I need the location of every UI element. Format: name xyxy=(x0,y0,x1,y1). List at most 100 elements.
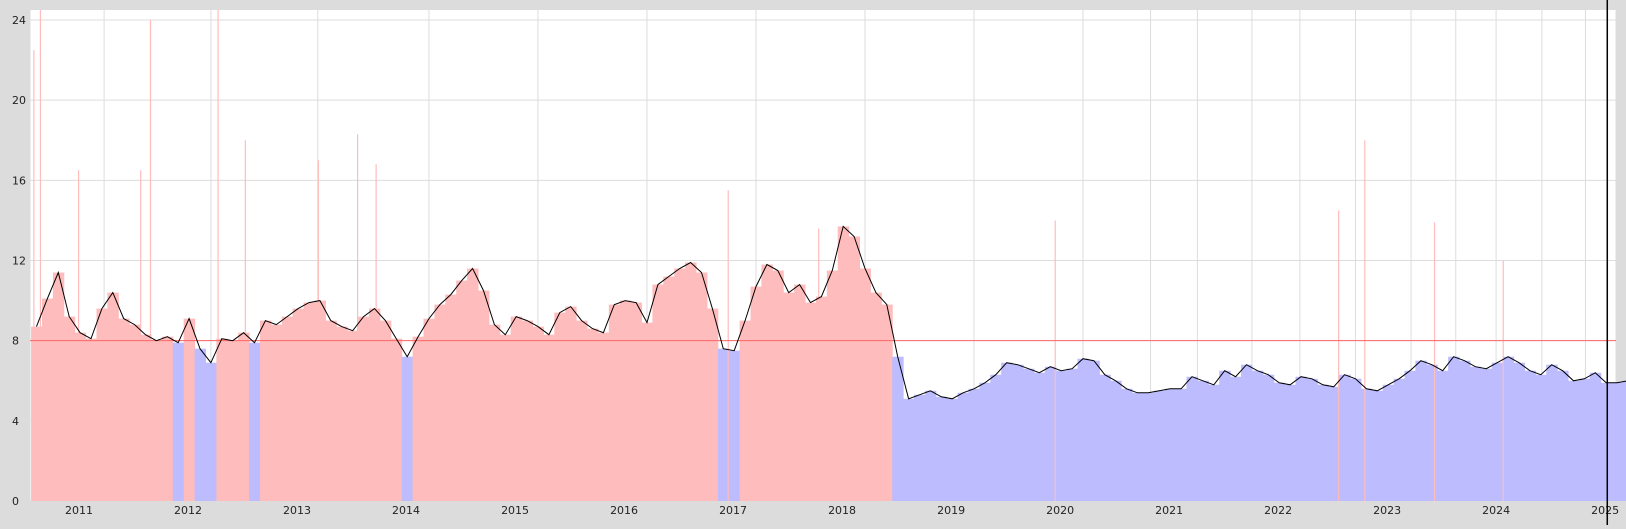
bar xyxy=(1459,361,1470,501)
bar xyxy=(456,281,467,501)
bar xyxy=(1034,373,1045,501)
bar xyxy=(140,335,151,501)
bar xyxy=(336,327,347,501)
bar xyxy=(314,301,325,501)
bar xyxy=(151,341,162,501)
bar xyxy=(1078,359,1089,501)
bar xyxy=(424,319,435,501)
spike-bar xyxy=(33,50,34,501)
bar xyxy=(1208,385,1219,501)
bar xyxy=(1535,375,1546,501)
bar xyxy=(500,335,511,501)
bar xyxy=(718,349,729,501)
bar xyxy=(1492,363,1503,501)
bar xyxy=(576,321,587,501)
bar xyxy=(64,317,75,501)
bar xyxy=(445,295,456,501)
bar xyxy=(1524,371,1535,501)
bar xyxy=(838,226,849,501)
bar xyxy=(293,309,304,501)
bar xyxy=(620,301,631,501)
bar xyxy=(1415,361,1426,501)
bar xyxy=(903,399,914,501)
bar xyxy=(642,323,653,501)
bar xyxy=(772,271,783,501)
bar xyxy=(707,309,718,501)
bar xyxy=(238,333,249,501)
bar xyxy=(533,327,544,501)
bar xyxy=(1557,371,1568,501)
bar xyxy=(1012,365,1023,501)
bar xyxy=(652,285,663,501)
bar xyxy=(1143,393,1154,501)
bar xyxy=(522,321,533,501)
bar xyxy=(936,397,947,501)
spike-bar xyxy=(245,140,246,501)
bar xyxy=(358,317,369,501)
bar xyxy=(489,325,500,501)
bar xyxy=(1405,371,1416,501)
bar xyxy=(990,375,1001,501)
bar xyxy=(434,305,445,501)
bar xyxy=(947,399,958,501)
bar xyxy=(881,305,892,501)
y-tick-label: 12 xyxy=(12,255,26,268)
x-tick-label: 2015 xyxy=(501,504,529,517)
bar xyxy=(173,343,184,501)
bar xyxy=(1219,371,1230,501)
x-tick-label: 2021 xyxy=(1155,504,1183,517)
bar xyxy=(1437,371,1448,501)
bar xyxy=(794,285,805,501)
y-tick-label: 4 xyxy=(12,415,19,428)
bar xyxy=(1579,379,1590,501)
bar xyxy=(86,339,97,501)
bar xyxy=(1481,369,1492,501)
bar xyxy=(631,303,642,501)
spike-bar xyxy=(1364,140,1365,501)
bar xyxy=(304,303,315,501)
spike-bar xyxy=(150,20,151,501)
bar xyxy=(1099,375,1110,501)
bar xyxy=(1383,385,1394,501)
bar xyxy=(1317,385,1328,501)
bar xyxy=(663,277,674,501)
bar xyxy=(805,303,816,501)
x-tick-label: 2013 xyxy=(283,504,311,517)
bar xyxy=(1285,385,1296,501)
bar xyxy=(1252,371,1263,501)
bar xyxy=(860,269,871,501)
y-tick-label: 16 xyxy=(12,174,26,187)
bar xyxy=(391,339,402,501)
bar xyxy=(1623,381,1626,501)
x-tick-label: 2017 xyxy=(719,504,747,517)
bar xyxy=(816,297,827,501)
bar xyxy=(1328,387,1339,501)
bar xyxy=(75,333,86,501)
bar xyxy=(1121,389,1132,501)
bar xyxy=(914,395,925,501)
bar xyxy=(1165,389,1176,501)
bar xyxy=(478,291,489,501)
bar xyxy=(227,341,238,501)
bar xyxy=(1568,381,1579,501)
spike-bar xyxy=(1338,210,1339,501)
bar xyxy=(1176,389,1187,501)
x-tick-label: 2023 xyxy=(1373,504,1401,517)
bar xyxy=(184,319,195,501)
bar xyxy=(413,337,424,501)
spike-bar xyxy=(376,164,377,501)
bar xyxy=(1274,383,1285,501)
spike-bar xyxy=(40,10,41,501)
spike-bar xyxy=(728,190,729,501)
bar xyxy=(565,307,576,501)
y-tick-label: 8 xyxy=(12,335,19,348)
bar xyxy=(1230,377,1241,501)
bar xyxy=(674,269,685,501)
bar xyxy=(1023,369,1034,501)
bar xyxy=(1296,377,1307,501)
x-tick-label: 2012 xyxy=(174,504,202,517)
bar xyxy=(1056,371,1067,501)
bar xyxy=(1590,373,1601,501)
